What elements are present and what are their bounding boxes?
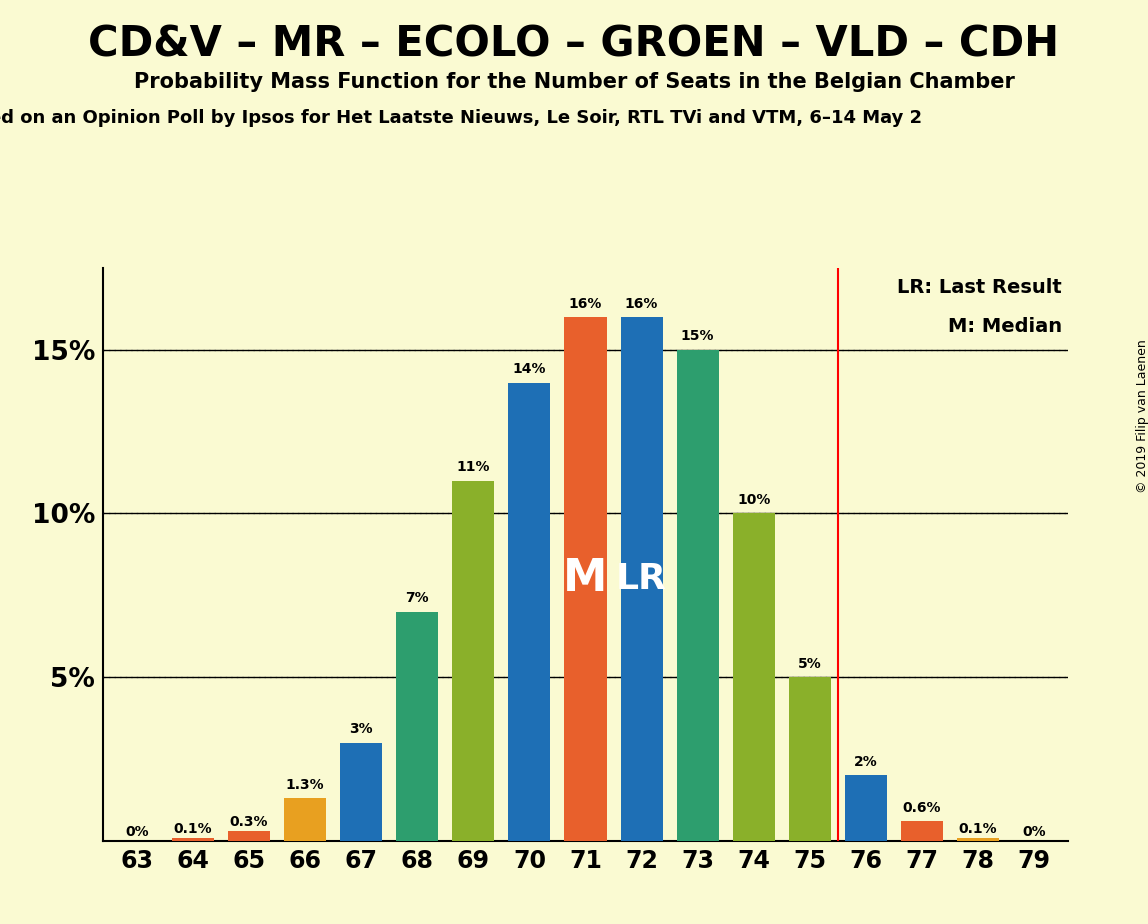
- Text: 0.6%: 0.6%: [902, 801, 941, 815]
- Text: 16%: 16%: [568, 297, 603, 310]
- Bar: [845, 775, 887, 841]
- Text: 11%: 11%: [457, 460, 490, 474]
- Bar: [565, 317, 606, 841]
- Text: 0%: 0%: [125, 825, 149, 839]
- Text: 7%: 7%: [405, 591, 429, 605]
- Bar: [901, 821, 943, 841]
- Bar: [172, 837, 214, 841]
- Bar: [676, 350, 719, 841]
- Text: CD&V – MR – ECOLO – GROEN – VLD – CDH: CD&V – MR – ECOLO – GROEN – VLD – CDH: [88, 23, 1060, 65]
- Text: 14%: 14%: [513, 362, 546, 376]
- Text: 15%: 15%: [681, 329, 714, 343]
- Text: M: Median: M: Median: [948, 317, 1062, 336]
- Bar: [621, 317, 662, 841]
- Text: 0.1%: 0.1%: [959, 822, 998, 836]
- Bar: [957, 837, 999, 841]
- Bar: [228, 831, 270, 841]
- Text: 1.3%: 1.3%: [286, 778, 325, 792]
- Text: © 2019 Filip van Laenen: © 2019 Filip van Laenen: [1135, 339, 1148, 492]
- Text: ed on an Opinion Poll by Ipsos for Het Laatste Nieuws, Le Soir, RTL TVi and VTM,: ed on an Opinion Poll by Ipsos for Het L…: [0, 109, 922, 127]
- Bar: [285, 798, 326, 841]
- Bar: [789, 677, 831, 841]
- Bar: [509, 383, 550, 841]
- Text: 0.3%: 0.3%: [230, 815, 269, 830]
- Bar: [452, 480, 495, 841]
- Text: M: M: [564, 557, 607, 601]
- Bar: [340, 743, 382, 841]
- Bar: [396, 612, 439, 841]
- Text: 5%: 5%: [798, 657, 822, 671]
- Text: 2%: 2%: [854, 755, 878, 769]
- Text: LR: Last Result: LR: Last Result: [898, 278, 1062, 297]
- Bar: [732, 514, 775, 841]
- Text: 16%: 16%: [625, 297, 658, 310]
- Text: 3%: 3%: [349, 722, 373, 736]
- Text: LR: LR: [616, 562, 667, 596]
- Text: Probability Mass Function for the Number of Seats in the Belgian Chamber: Probability Mass Function for the Number…: [133, 72, 1015, 92]
- Text: 10%: 10%: [737, 492, 770, 507]
- Text: 0.1%: 0.1%: [173, 822, 212, 836]
- Text: 0%: 0%: [1022, 825, 1046, 839]
